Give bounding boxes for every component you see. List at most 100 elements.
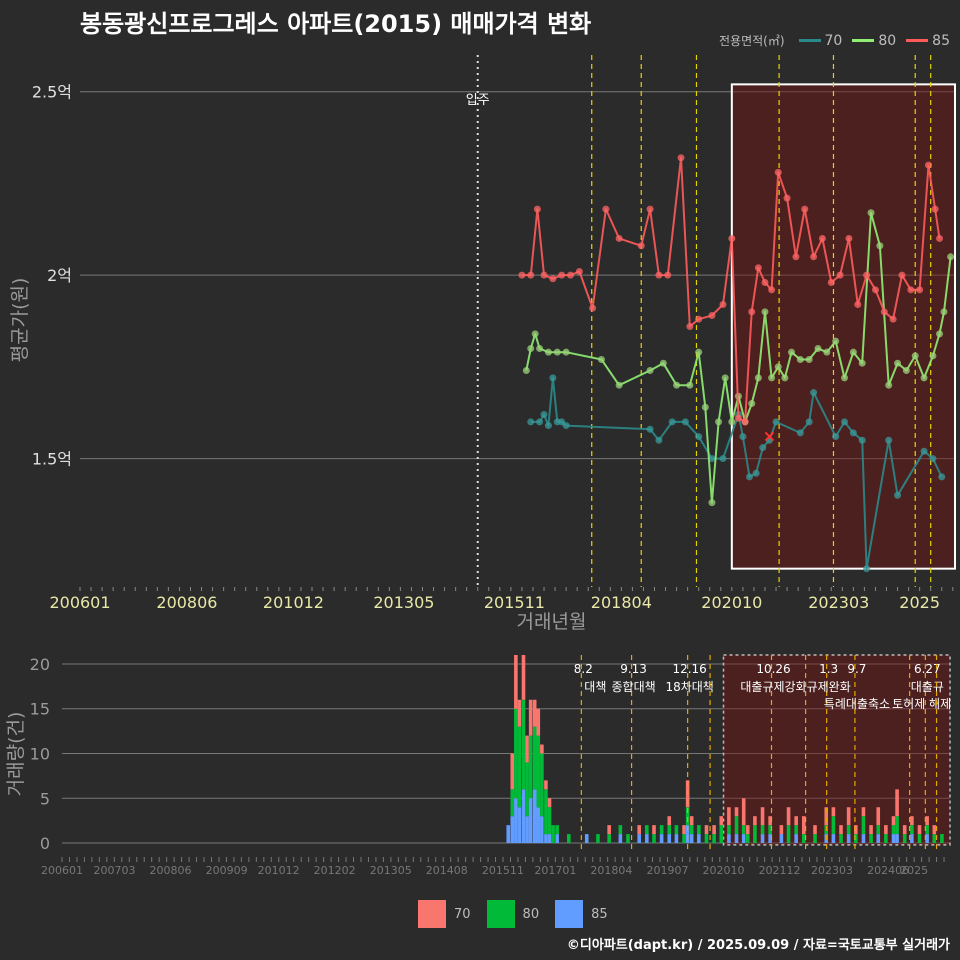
data-point-80 [796,356,804,364]
data-point-85 [533,205,541,213]
volume-x-tick-label: 201408 [426,864,468,877]
volume-bar-80 [532,726,537,790]
volume-bar-70 [813,825,817,835]
volume-bar-85 [659,834,664,844]
data-point-70 [536,418,544,426]
data-point-80 [867,209,875,217]
data-point-85 [810,253,818,261]
volume-bar-80 [566,834,571,844]
data-point-70 [562,422,570,430]
volume-bar-80 [682,834,686,844]
data-point-80 [715,418,723,426]
legend-label-70: 70 [824,32,843,49]
volume-bar-80 [801,834,806,844]
data-point-80 [814,345,822,353]
volume-bar-80 [831,816,836,835]
volume-bar-80 [618,825,623,835]
policy-text-label: 특례대출축소 [824,697,890,711]
data-point-80 [768,374,776,382]
volume-bar-80 [659,825,664,835]
volume-bar-70 [760,807,765,826]
volume-x-tick-label: 202406 [867,864,909,877]
data-point-85 [602,205,610,213]
volume-y-tick-label: 10 [30,745,50,764]
data-point-70 [841,418,849,426]
data-point-70 [929,455,937,463]
volume-bar-70 [917,825,922,835]
policy-text-label: 토허제 해제 [892,697,951,711]
volume-bar-80 [674,825,679,835]
volume-bar-85 [506,825,511,844]
legend-label-85: 85 [932,32,950,49]
legend-bottom-label-85: 85 [591,906,608,922]
legend-bottom: 70 80 85 [418,900,614,928]
data-point-85 [818,234,826,242]
data-point-80 [673,381,681,389]
volume-y-tick-label: 5 [40,789,50,808]
volume-x-tick-label: 2025 [900,864,928,877]
data-point-70 [746,473,754,481]
legend-bottom-swatch-70 [418,900,446,928]
data-point-85 [518,271,526,279]
data-point-70 [695,433,703,441]
volume-bar-80 [940,834,944,844]
legend-bottom-item-70: 70 [418,900,471,928]
volume-bar-70 [891,816,896,826]
volume-bar-70 [801,816,806,835]
volume-bar-85 [741,834,746,844]
legend-item-85: 85 [906,33,950,49]
volume-x-tick-label: 201511 [482,864,524,877]
policy-date-label: 6.27 [914,662,941,676]
volume-bar-85 [521,789,526,844]
volume-bar-85 [667,834,672,844]
data-point-80 [911,352,919,360]
data-point-70 [885,436,893,444]
volume-bar-70 [854,825,858,835]
legend-item-70: 70 [798,32,843,49]
data-point-70 [544,422,552,430]
data-point-85 [801,205,809,213]
marker-x: × [763,427,776,446]
data-point-80 [748,400,756,408]
volume-bar-70 [734,807,739,817]
data-point-80 [553,348,561,356]
volume-x-tick-label: 201012 [258,864,300,877]
data-point-85 [615,234,623,242]
volume-bar-80 [540,753,544,817]
volume-bar-80 [917,834,922,844]
volume-bar-85 [727,834,731,844]
data-point-70 [681,418,689,426]
data-point-80 [787,348,795,356]
volume-bar-85 [584,834,589,844]
data-point-80 [721,374,729,382]
volume-bar-85 [645,834,649,844]
policy-date-label: 12.16 [672,662,706,676]
policy-date-label: 8.2 [574,662,593,676]
legend-bottom-item-85: 85 [555,900,608,928]
data-point-85 [768,286,776,294]
volume-bar-85 [734,834,739,844]
data-point-85 [924,161,932,169]
data-point-70 [540,411,548,419]
data-point-85 [880,308,888,316]
data-point-85 [664,271,672,279]
volume-bar-80 [925,825,929,835]
volume-bar-85 [689,834,694,844]
data-point-85 [695,315,703,323]
volume-bar-80 [813,834,817,844]
volume-bar-80 [846,825,851,835]
volume-bar-80 [596,834,600,844]
volume-bar-85 [831,834,836,844]
y-tick-label: 1.5억 [32,450,72,469]
volume-bar-70 [839,825,843,835]
volume-y-tick-label: 0 [40,834,50,853]
volume-bar-80 [932,834,937,844]
data-point-85 [646,205,654,213]
volume-bar-85 [794,834,798,844]
data-point-85 [540,271,548,279]
volume-bar-80 [861,816,866,835]
volume-bar-70 [727,807,731,826]
volume-bar-80 [689,825,694,835]
price-chart: 1.5억 2억 2.5억 200601 200806 201012 201305 201511… [9,55,956,633]
volume-bar-85 [768,834,772,844]
